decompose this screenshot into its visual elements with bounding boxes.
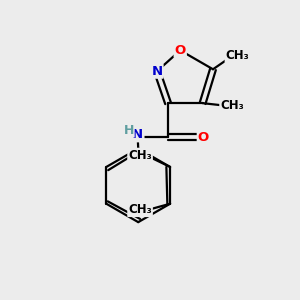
Text: N: N [152, 65, 163, 78]
Text: H: H [124, 124, 134, 137]
Text: CH₃: CH₃ [220, 99, 244, 112]
Text: CH₃: CH₃ [128, 203, 152, 216]
Text: N: N [132, 128, 143, 141]
Text: N: N [132, 128, 143, 141]
Text: O: O [175, 44, 186, 57]
Text: CH₃: CH₃ [226, 49, 249, 62]
Text: O: O [198, 130, 209, 143]
Text: CH₃: CH₃ [128, 149, 152, 162]
